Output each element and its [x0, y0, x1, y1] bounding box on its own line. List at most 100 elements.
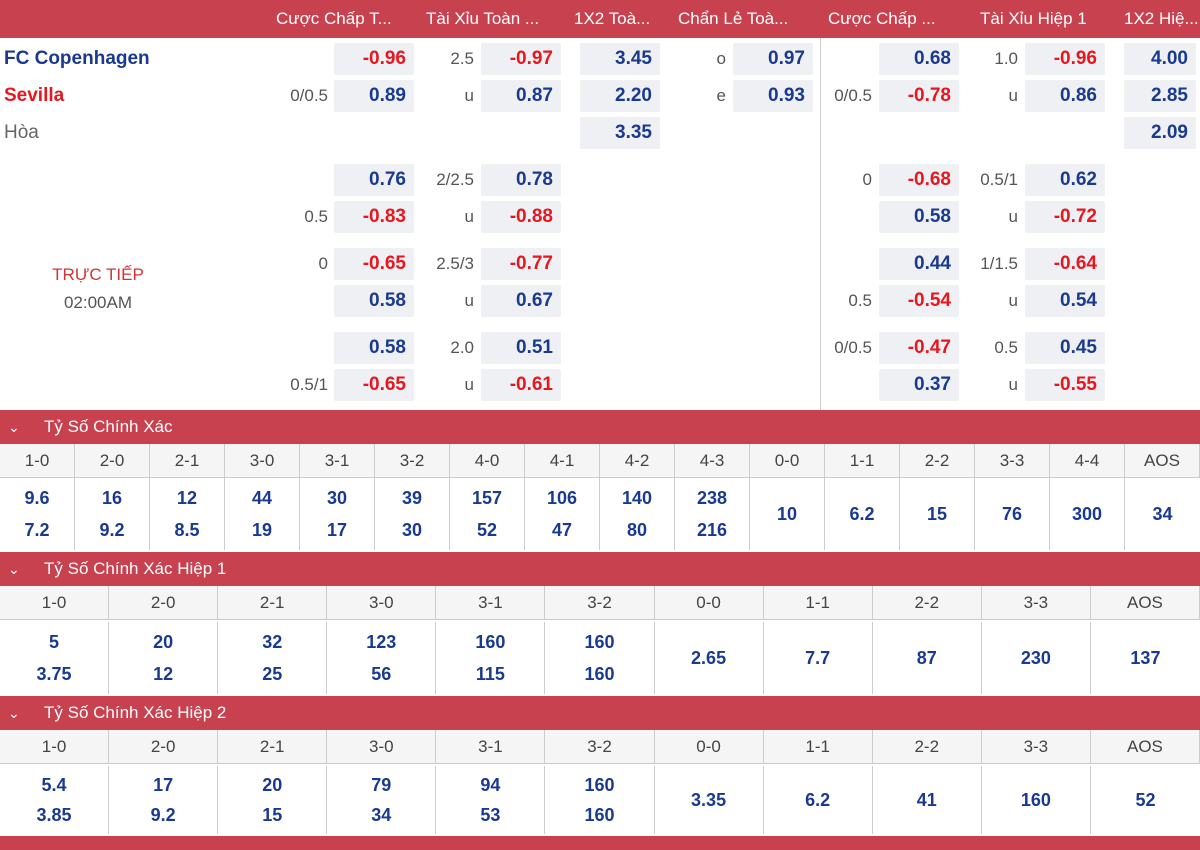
score-odd[interactable]: 160: [475, 631, 506, 652]
odd-cell[interactable]: 2.09: [1124, 117, 1196, 149]
odd-cell[interactable]: -0.83: [334, 201, 414, 233]
score-odd[interactable]: 20: [153, 631, 174, 652]
score-odd[interactable]: 52: [476, 519, 498, 540]
team-home[interactable]: FC Copenhagen: [4, 48, 150, 69]
odd-cell[interactable]: 0.37: [879, 369, 959, 401]
odd-cell[interactable]: 0.87: [481, 80, 561, 112]
chevron-down-icon[interactable]: ⌄: [8, 419, 20, 435]
odd-cell[interactable]: 0.86: [1025, 80, 1105, 112]
odd-cell[interactable]: 3.35: [580, 117, 660, 149]
score-odd[interactable]: 12: [153, 663, 174, 684]
odd-cell[interactable]: 3.45: [580, 43, 660, 75]
score-odd[interactable]: 115: [475, 663, 505, 684]
odd-cell[interactable]: 0.45: [1025, 332, 1105, 364]
odd-cell[interactable]: -0.64: [1025, 248, 1105, 280]
header-half1-handicap[interactable]: Cược Chấp ...: [820, 0, 966, 38]
odd-cell[interactable]: 0.44: [879, 248, 959, 280]
score-odd[interactable]: 32: [262, 631, 283, 652]
score-odd[interactable]: 9.2: [150, 804, 176, 825]
score-odd[interactable]: 17: [326, 519, 348, 540]
odd-cell[interactable]: 0.97: [733, 43, 813, 75]
score-odd[interactable]: 137: [1130, 647, 1161, 668]
score-odd[interactable]: 25: [262, 663, 283, 684]
score-odd[interactable]: 34: [1152, 503, 1173, 524]
odd-cell[interactable]: -0.61: [481, 369, 561, 401]
odd-cell[interactable]: 0.67: [481, 285, 561, 317]
section-correct-score-half1[interactable]: ⌄ Tỷ Số Chính Xác Hiệp 1: [0, 552, 1200, 586]
score-odd[interactable]: 94: [480, 774, 501, 795]
chevron-down-icon[interactable]: ⌄: [8, 705, 20, 721]
odd-cell[interactable]: 0.51: [481, 332, 561, 364]
score-odd[interactable]: 56: [371, 663, 392, 684]
score-odd[interactable]: 30: [326, 487, 348, 508]
header-fulltime-over-under[interactable]: Tài Xỉu Toàn ...: [418, 0, 566, 38]
score-odd[interactable]: 160: [1020, 789, 1051, 810]
next-section-bar[interactable]: [0, 836, 1200, 850]
score-odd[interactable]: 160: [584, 663, 615, 684]
header-fulltime-handicap[interactable]: Cược Chấp T...: [268, 0, 418, 38]
odd-cell[interactable]: 0.68: [879, 43, 959, 75]
odd-cell[interactable]: 0.76: [334, 164, 414, 196]
odd-cell[interactable]: -0.72: [1025, 201, 1105, 233]
score-odd[interactable]: 160: [584, 804, 615, 825]
score-odd[interactable]: 140: [621, 487, 653, 508]
score-odd[interactable]: 3.35: [691, 789, 727, 810]
score-odd[interactable]: 10: [776, 503, 798, 524]
score-odd[interactable]: 15: [926, 503, 948, 524]
score-odd[interactable]: 157: [471, 487, 503, 508]
score-odd[interactable]: 160: [584, 774, 615, 795]
header-half1-1x2[interactable]: 1X2 Hiệ...: [1116, 0, 1200, 38]
odd-cell[interactable]: 0.93: [733, 80, 813, 112]
odd-cell[interactable]: -0.55: [1025, 369, 1105, 401]
score-odd[interactable]: 19: [251, 519, 273, 540]
odd-cell[interactable]: 0.54: [1025, 285, 1105, 317]
score-odd[interactable]: 17: [153, 774, 174, 795]
odd-cell[interactable]: 0.78: [481, 164, 561, 196]
score-odd[interactable]: 41: [916, 789, 937, 810]
score-odd[interactable]: 9.6: [24, 487, 50, 508]
score-odd[interactable]: 160: [584, 631, 615, 652]
score-odd[interactable]: 7.7: [805, 647, 831, 668]
odd-cell[interactable]: -0.54: [879, 285, 959, 317]
score-odd[interactable]: 300: [1071, 503, 1103, 524]
odd-cell[interactable]: 0.58: [334, 332, 414, 364]
score-odd[interactable]: 79: [371, 774, 392, 795]
score-odd[interactable]: 7.2: [24, 519, 50, 540]
odd-cell[interactable]: -0.78: [879, 80, 959, 112]
score-odd[interactable]: 76: [1001, 503, 1023, 524]
section-correct-score[interactable]: ⌄ Tỷ Số Chính Xác: [0, 410, 1200, 444]
odd-cell[interactable]: 0.89: [334, 80, 414, 112]
score-odd[interactable]: 6.2: [849, 503, 875, 524]
score-odd[interactable]: 6.2: [805, 789, 831, 810]
score-odd[interactable]: 238: [696, 487, 728, 508]
score-odd[interactable]: 216: [696, 519, 728, 540]
odd-cell[interactable]: -0.96: [1025, 43, 1105, 75]
odd-cell[interactable]: -0.88: [481, 201, 561, 233]
score-odd[interactable]: 87: [916, 647, 937, 668]
section-correct-score-half2[interactable]: ⌄ Tỷ Số Chính Xác Hiệp 2: [0, 696, 1200, 730]
score-odd[interactable]: 34: [371, 804, 392, 825]
odd-cell[interactable]: -0.77: [481, 248, 561, 280]
score-odd[interactable]: 3.85: [36, 804, 72, 825]
score-odd[interactable]: 52: [1135, 789, 1156, 810]
score-odd[interactable]: 80: [626, 519, 648, 540]
score-odd[interactable]: 5: [49, 631, 60, 652]
score-odd[interactable]: 30: [401, 519, 423, 540]
score-odd[interactable]: 16: [101, 487, 123, 508]
odd-cell[interactable]: 2.20: [580, 80, 660, 112]
score-odd[interactable]: 9.2: [99, 519, 125, 540]
odd-cell[interactable]: -0.65: [334, 248, 414, 280]
score-odd[interactable]: 106: [546, 487, 578, 508]
score-odd[interactable]: 20: [262, 774, 283, 795]
score-odd[interactable]: 44: [251, 487, 273, 508]
odd-cell[interactable]: 0.58: [334, 285, 414, 317]
score-odd[interactable]: 12: [176, 487, 198, 508]
odd-cell[interactable]: -0.65: [334, 369, 414, 401]
odd-cell[interactable]: 4.00: [1124, 43, 1196, 75]
score-odd[interactable]: 5.4: [41, 774, 67, 795]
odd-cell[interactable]: -0.47: [879, 332, 959, 364]
odd-cell[interactable]: -0.96: [334, 43, 414, 75]
odd-cell[interactable]: -0.97: [481, 43, 561, 75]
team-away[interactable]: Sevilla: [4, 85, 65, 106]
score-odd[interactable]: 47: [551, 519, 573, 540]
